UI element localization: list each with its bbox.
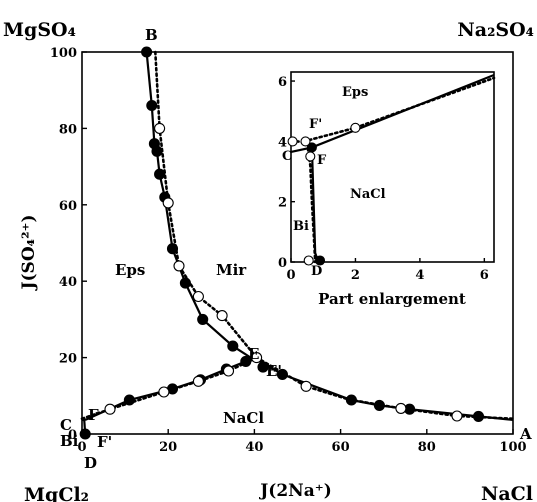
point-label-c: C <box>60 416 72 434</box>
inset-ticks: 0 2 4 6 0 2 4 6 <box>278 75 489 283</box>
point-label-bi: Bi <box>60 432 79 450</box>
series-0-marker-3 <box>151 145 163 157</box>
inset-series <box>287 73 496 266</box>
y-tick-label-3: 60 <box>59 199 77 214</box>
series-1-marker-11 <box>395 402 407 414</box>
inset-region-eps: Eps <box>342 85 368 100</box>
corner-top-right: Na₂SO₄ <box>457 19 534 41</box>
point-label-d: D <box>84 454 97 472</box>
corner-bottom-right: NaCl <box>481 483 533 502</box>
series-0-marker-8 <box>197 313 209 325</box>
y-tick-label-1: 2 <box>278 196 287 211</box>
y-tick-label-5: 100 <box>50 46 77 61</box>
series-0-marker-11 <box>123 394 135 406</box>
series-1-marker-0 <box>154 122 166 134</box>
corner-bottom-left: MgCl₂ <box>24 484 89 502</box>
inset-point-label-c: C <box>282 149 292 164</box>
series-1-marker-6 <box>158 386 170 398</box>
series-1-marker-9 <box>251 352 263 364</box>
x-tick-label-4: 80 <box>418 440 436 455</box>
series-1-marker-4 <box>216 310 228 322</box>
point-label-e: E <box>248 345 259 363</box>
series-0-marker-4 <box>154 168 166 180</box>
series-1-marker-10 <box>300 380 312 392</box>
series-1-marker-5 <box>104 403 116 415</box>
inset-point-label-f-prime: F' <box>309 117 322 132</box>
inset-point-label-bi: Bi <box>293 219 309 234</box>
region-eps: Eps <box>115 261 145 279</box>
x-tick-label-2: 40 <box>245 440 263 455</box>
x-axis-label: J(2Na⁺) <box>258 481 332 501</box>
series-1-marker-2 <box>173 260 185 272</box>
point-label-a: A <box>519 425 532 443</box>
x-tick-label-0: 0 <box>286 268 295 283</box>
y-tick-label-2: 40 <box>59 275 77 290</box>
x-tick-label-0: 0 <box>77 440 86 455</box>
y-axis-label: J(SO₄²⁺) <box>19 214 39 291</box>
point-label-f: F <box>88 406 99 424</box>
series-0-marker-9 <box>227 340 239 352</box>
main-plot-frame <box>81 51 514 435</box>
series-0-marker-1 <box>146 99 158 112</box>
series-1-marker-1 <box>300 136 311 147</box>
series-1-marker-8 <box>222 365 235 377</box>
y-tick-label-2: 4 <box>278 135 287 150</box>
series-1-marker-7 <box>192 375 204 387</box>
x-tick-label-5: 100 <box>499 440 526 455</box>
y-tick-label-0: 0 <box>278 256 287 271</box>
y-tick-label-3: 6 <box>278 75 287 90</box>
x-tick-label-1: 2 <box>351 268 360 283</box>
series-1-marker-3 <box>350 122 361 133</box>
inset-point-label-f: F <box>317 153 327 168</box>
x-tick-label-2: 4 <box>415 268 424 283</box>
series-1-marker-2 <box>305 151 316 162</box>
inset-point-label-d: D <box>311 264 322 279</box>
inset-title: Part enlargement <box>318 290 466 308</box>
point-label-e-prime: E' <box>266 362 282 380</box>
region-nacl: NaCl <box>223 409 264 427</box>
point-label-f-prime: F' <box>97 433 112 451</box>
series-1-marker-3 <box>192 290 204 303</box>
y-tick-label-4: 80 <box>59 122 77 137</box>
x-tick-label-3: 60 <box>332 440 350 455</box>
point-label-b: B <box>145 26 158 44</box>
y-tick-label-1: 20 <box>59 352 77 367</box>
series-0-curve-2 <box>256 358 514 421</box>
x-tick-label-3: 6 <box>480 268 489 283</box>
main-series <box>79 46 515 440</box>
inset-plot-frame <box>290 71 495 263</box>
series-0-marker-0 <box>141 46 153 58</box>
series-0-marker-10 <box>79 428 91 440</box>
region-mir: Mir <box>216 261 247 279</box>
inset-region-nacl: NaCl <box>350 187 386 202</box>
series-1-marker-1 <box>162 197 174 209</box>
series-1-curve-2 <box>255 356 515 421</box>
y-tick-label-0: 0 <box>68 428 77 443</box>
series-1-marker-4 <box>303 255 314 266</box>
series-1-marker-0 <box>287 136 298 147</box>
corner-top-left: MgSO₄ <box>3 19 76 41</box>
series-1-marker-12 <box>451 410 463 422</box>
x-tick-label-1: 20 <box>159 440 177 455</box>
